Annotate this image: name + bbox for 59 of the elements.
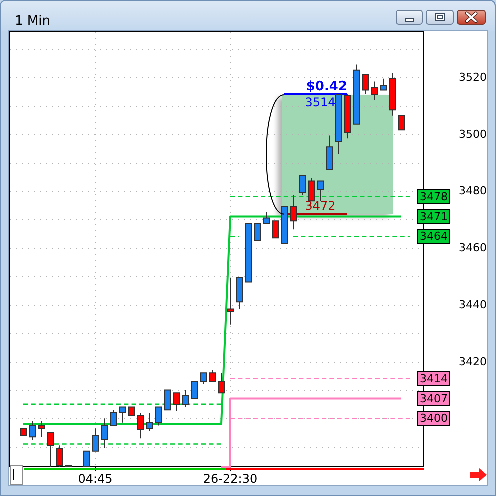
candlestick [371,81,378,101]
candlestick [245,223,252,283]
data-label: 3514 [305,96,336,110]
candlestick [119,406,126,424]
data-label: 3407 [420,392,448,406]
candlestick [101,418,108,450]
data-label: 3471 [420,210,448,224]
candlestick [38,421,45,438]
data-label: 3400 [420,412,448,426]
candlestick [83,450,90,468]
candlestick [380,78,387,91]
candlestick [29,421,36,440]
candlestick [146,412,153,432]
candlestick [353,64,360,125]
candlestick [155,406,162,426]
candlestick [164,390,171,411]
candlestick [200,372,207,386]
candlestick [254,223,261,242]
candlestick [20,428,27,436]
candlestick [299,175,306,196]
y-tick-label: 3440 [459,298,487,312]
y-tick-label: 3460 [459,242,487,255]
candlestick [317,180,324,202]
candlestick [263,212,270,224]
candlestick [281,206,288,244]
x-tick-label: 26-22:30 [203,472,258,486]
candlestick [236,277,243,310]
data-label: 3478 [420,190,448,204]
candlestick [92,428,99,452]
x-tick-label: 04:45 [78,472,113,486]
candlestick [272,220,279,239]
candlestick [173,392,180,412]
y-tick-label: 3520 [459,70,487,84]
candlestick [47,432,54,468]
annotation: $0.42 [306,80,348,95]
candlestick [110,410,117,426]
y-tick-label: 3500 [459,128,487,141]
candlestick [398,115,405,131]
candlestick [290,194,297,230]
candlestick [182,390,189,408]
candlestick [128,406,135,416]
candlestick [209,370,216,382]
candlestick [308,178,315,202]
data-label: 3464 [420,230,448,244]
data-label: 3414 [420,372,448,386]
chart-title: 1 Min [15,14,50,29]
candlestick [227,277,234,326]
y-tick-label: 3480 [459,184,487,198]
candlestick [218,372,225,394]
candlestick [344,94,351,140]
candlestick [362,74,369,96]
data-label: 3472 [305,198,336,213]
y-tick-label: 3420 [459,355,487,368]
candlestick [326,135,333,170]
candlestick [56,445,63,466]
candlestick [191,381,198,400]
candlestick [389,72,396,116]
candlestick [335,94,342,155]
candlestick [137,412,144,440]
